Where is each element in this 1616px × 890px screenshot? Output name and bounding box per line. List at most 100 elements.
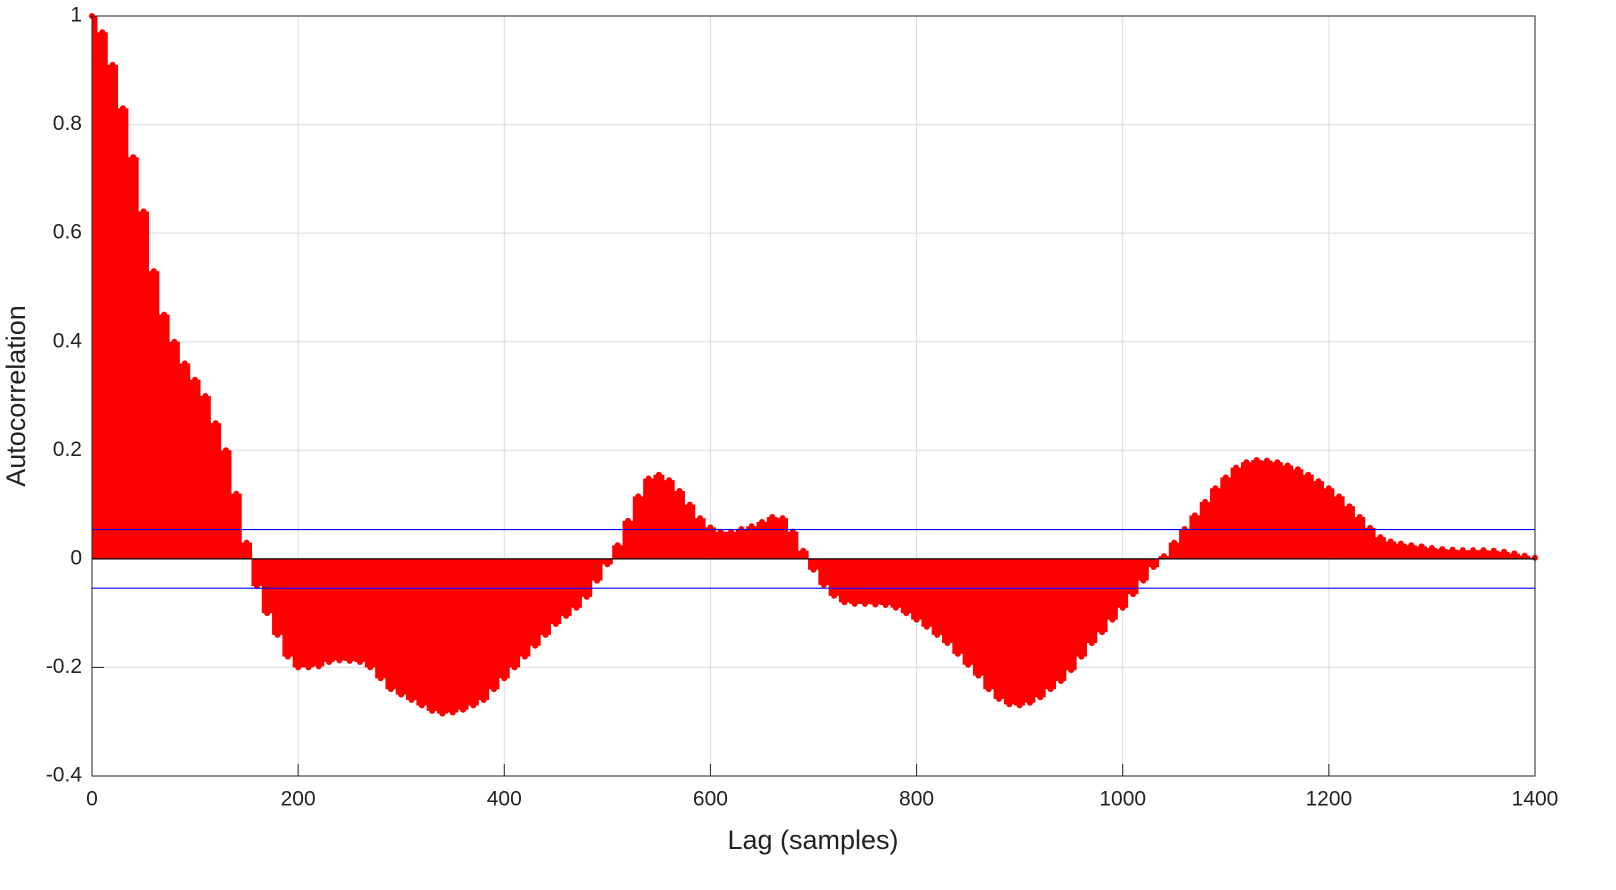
stem [808,558,819,570]
stem-marker [377,675,384,682]
stem-marker [996,695,1003,702]
stem [849,558,861,604]
stem [509,558,521,668]
stem-marker [820,581,827,588]
stem-marker [563,612,570,619]
stem-marker [1305,471,1312,478]
stem [921,558,933,627]
stem [1447,549,1458,559]
stem [241,542,253,559]
stem-marker [1387,538,1394,545]
stem [746,526,758,559]
stem [880,558,892,605]
stem [1478,550,1489,559]
stem-marker [841,599,848,606]
stem [344,558,356,661]
stem [838,558,850,603]
stem [519,558,531,657]
stem-marker [1459,547,1466,554]
stem [1065,558,1077,671]
stem [869,558,881,605]
stem-marker [923,623,930,630]
stem-marker [800,547,807,554]
stem [972,558,984,676]
stem-marker [202,393,209,399]
y-tick-label: 0.4 [53,329,83,352]
stem-marker [1521,552,1528,559]
stem-marker [707,524,714,531]
stem-marker [1006,701,1013,708]
y-tick-label: 0.8 [53,112,82,135]
stem [859,558,871,604]
stem-marker [336,657,343,664]
stem [684,504,696,559]
stem-marker [655,471,662,478]
stem-marker [1016,702,1023,709]
stem-marker [439,710,446,717]
stem [818,558,830,585]
stem [282,558,294,657]
stem-marker [872,601,879,608]
stem-marker [264,610,271,617]
stem [292,558,304,668]
stem-marker [1346,503,1353,510]
stem-marker [1264,457,1271,464]
stem [1137,558,1149,581]
stem-marker [573,604,580,611]
stem [622,520,634,559]
stem-marker [408,697,415,703]
stem-marker [831,592,838,599]
stem [230,493,242,559]
stem [777,518,789,559]
stem [715,531,727,559]
x-tick-label: 600 [693,788,728,811]
stem-marker [1284,462,1291,469]
stem-marker [150,268,157,275]
stem [375,558,387,679]
stem [1292,469,1304,559]
stem [127,157,139,559]
stem [1148,558,1160,567]
stem [725,531,737,559]
stem-marker [594,577,601,584]
stem [1436,549,1448,559]
stem-marker [1325,485,1332,492]
stem [1395,543,1407,559]
stem [1313,481,1325,559]
y-axis-label: Autocorrelation [1,305,31,487]
stem [1189,515,1201,559]
stem-marker [346,657,353,664]
stem [1385,541,1397,559]
stem-marker [274,631,281,638]
stem [467,558,479,706]
stem-marker [1047,686,1054,693]
stem [540,558,551,635]
stem [179,363,191,559]
stem [560,558,572,616]
stem-marker [975,672,982,679]
stem [92,16,98,559]
stem [1076,558,1087,657]
stem [1271,462,1283,559]
stem-marker [1057,678,1064,684]
stem [323,558,335,662]
stem-marker [1480,547,1487,554]
stem [199,396,211,559]
stem [189,379,201,559]
stem-marker [171,338,178,345]
stem-marker [1315,478,1322,485]
stem [1106,558,1118,620]
stem-marker [1130,591,1137,598]
stem-marker [934,631,941,638]
stem-marker [954,650,961,657]
stem [1034,558,1046,698]
stem-marker [490,686,497,693]
stem [333,558,345,661]
stem [364,558,376,668]
stem-marker [1119,604,1126,611]
stem [1096,558,1108,633]
stem [1014,558,1026,706]
axes-box [91,15,1536,777]
stem [653,474,665,559]
stem [406,558,417,700]
